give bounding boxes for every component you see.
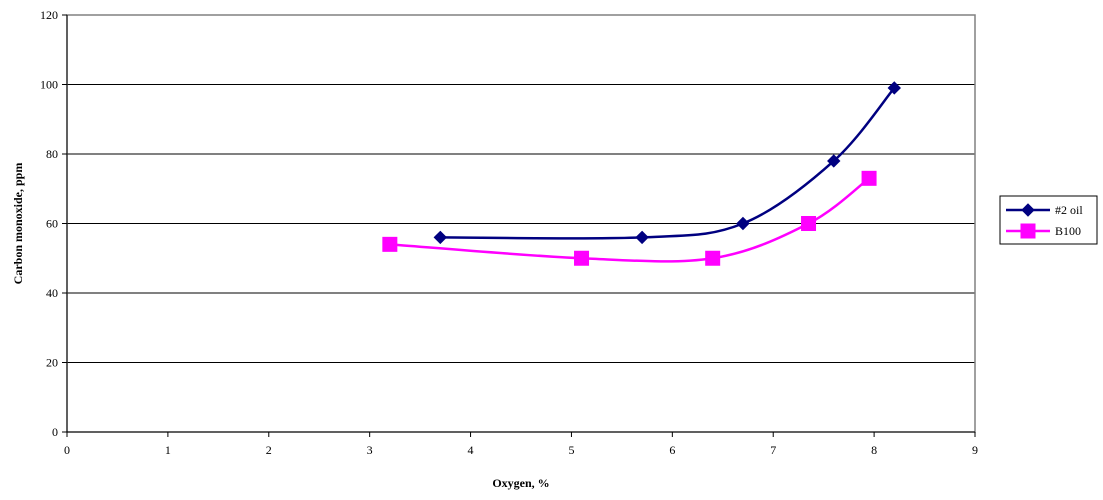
series-2-point-5 bbox=[861, 170, 877, 186]
legend-item-2-swatch-marker bbox=[1020, 223, 1036, 239]
gridlines bbox=[67, 84, 975, 363]
series-1-point-2 bbox=[635, 230, 649, 245]
series-1-point-3 bbox=[736, 216, 750, 231]
series-1-point-1 bbox=[433, 230, 447, 245]
series-2-point-2 bbox=[574, 250, 590, 266]
series-2-group bbox=[382, 170, 877, 266]
x-tick-label-0: 0 bbox=[64, 443, 70, 457]
y-tick-label-120: 120 bbox=[40, 8, 58, 22]
x-tick-label-3: 3 bbox=[367, 443, 373, 457]
legend-item-1-swatch-marker bbox=[1021, 203, 1035, 217]
y-tick-label-0: 0 bbox=[52, 425, 58, 439]
x-tick-label-2: 2 bbox=[266, 443, 272, 457]
series-2-point-4 bbox=[801, 216, 817, 231]
y-tick-label-80: 80 bbox=[46, 147, 58, 161]
series-2-point-3 bbox=[705, 250, 721, 266]
y-tick-label-60: 60 bbox=[46, 217, 58, 231]
x-tick-label-1: 1 bbox=[165, 443, 171, 457]
y-tick-label-100: 100 bbox=[40, 78, 58, 92]
legend-item-1-label: #2 oil bbox=[1055, 203, 1083, 217]
x-axis-title: Oxygen, % bbox=[492, 476, 549, 490]
axes: 0 1 2 3 4 5 6 7 8 9 0 20 40 60 80 100 120 bbox=[40, 8, 978, 457]
series-2-point-1 bbox=[382, 236, 398, 252]
legend-item-1: #2 oil bbox=[1006, 203, 1083, 217]
series-1-point-4 bbox=[827, 154, 841, 168]
x-tick-label-9: 9 bbox=[972, 443, 978, 457]
series-1-group bbox=[433, 81, 901, 245]
x-tick-label-4: 4 bbox=[468, 443, 474, 457]
x-tick-label-6: 6 bbox=[669, 443, 675, 457]
y-tick-label-20: 20 bbox=[46, 356, 58, 370]
series-group bbox=[382, 81, 901, 266]
x-tick-label-5: 5 bbox=[568, 443, 574, 457]
y-axis-title: Carbon monoxide, ppm bbox=[11, 163, 25, 285]
x-tick-label-8: 8 bbox=[871, 443, 877, 457]
legend-item-2-label: B100 bbox=[1055, 224, 1081, 238]
legend: #2 oil B100 bbox=[999, 195, 1098, 245]
legend-item-2: B100 bbox=[1006, 223, 1081, 239]
y-tick-label-40: 40 bbox=[46, 286, 58, 300]
series-2-line bbox=[389, 177, 870, 263]
series-1-line bbox=[440, 87, 896, 240]
x-tick-label-7: 7 bbox=[770, 443, 776, 457]
series-1-point-5 bbox=[887, 81, 901, 95]
legend-box bbox=[999, 195, 1098, 245]
